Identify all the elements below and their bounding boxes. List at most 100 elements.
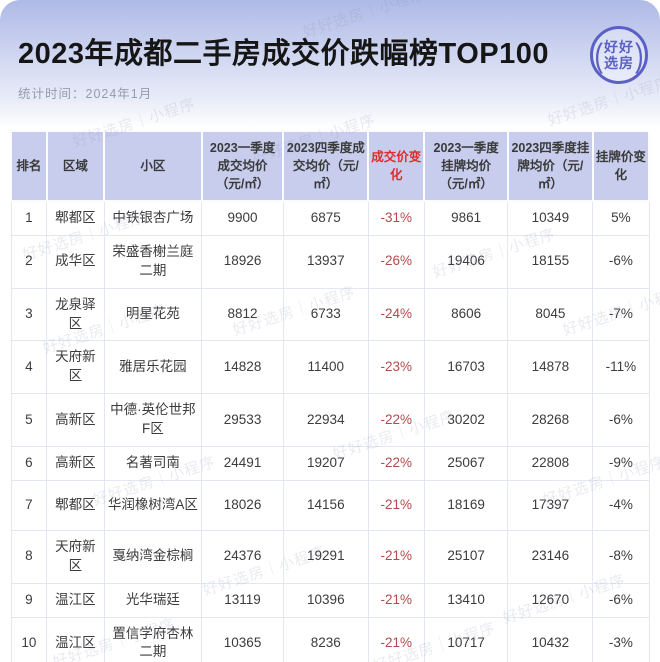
listing-price-change-cell: -3%: [592, 616, 650, 662]
column-header-q1-listing-price: 2023一季度挂牌均价（元/㎡）: [423, 130, 509, 202]
q4-deal-price-cell: 8236: [282, 616, 369, 662]
header-banner: 2023年成都二手房成交价跌幅榜TOP100 统计时间：2024年1月 ( 好好…: [0, 0, 660, 128]
rank-cell: 6: [10, 446, 48, 481]
rank-cell: 5: [10, 393, 48, 448]
table-row-4: 4 天府新区 雅居乐花园 14828 11400 -23% 16703 14878 -11%: [10, 340, 650, 395]
community-cell: 中铁银杏广场: [103, 200, 203, 236]
table-row-8: 8 天府新区 戛纳湾金棕榈 24376 19291 -21% 25107 23146 -8%: [10, 529, 650, 584]
page-title: 2023年成都二手房成交价跌幅榜TOP100: [18, 38, 549, 70]
q4-deal-price-cell: 6875: [282, 200, 369, 236]
deal-price-change-cell: -22%: [367, 446, 425, 481]
rank-cell: 3: [10, 287, 48, 342]
q1-deal-price-cell: 24491: [201, 446, 284, 481]
district-cell: 天府新区: [46, 529, 105, 584]
q4-listing-price-cell: 23146: [507, 529, 594, 584]
listing-price-change-cell: -6%: [592, 393, 650, 448]
q4-listing-price-cell: 12670: [507, 582, 594, 618]
district-cell: 郫都区: [46, 479, 105, 531]
table-row-5: 5 高新区 中德·英伦世邦F区 29533 22934 -22% 30202 28268 -6%: [10, 393, 650, 448]
deal-price-change-cell: -21%: [367, 479, 425, 531]
listing-price-change-cell: -8%: [592, 529, 650, 584]
q4-deal-price-cell: 19207: [282, 446, 369, 481]
deal-price-change-cell: -21%: [367, 616, 425, 662]
q1-deal-price-cell: 13119: [201, 582, 284, 618]
q4-deal-price-cell: 22934: [282, 393, 369, 448]
logo-right-paren-icon: ): [635, 35, 644, 75]
q4-deal-price-cell: 6733: [282, 287, 369, 342]
table-row-7: 7 郫都区 华润橡树湾A区 18026 14156 -21% 18169 17397 -4%: [10, 479, 650, 531]
brand-logo: ( 好好 选房 ): [590, 26, 648, 84]
deal-price-change-cell: -31%: [367, 200, 425, 236]
q1-listing-price-cell: 9861: [423, 200, 509, 236]
table-header: 排名 区域 小区 2023一季度成交均价（元/㎡） 2023四季度成交均价（元/㎡） 成交…: [10, 130, 651, 202]
district-cell: 郫都区: [46, 200, 105, 236]
table-row-9: 9 温江区 光华瑞廷 13119 10396 -21% 13410 12670 -6%: [10, 582, 650, 618]
q1-listing-price-cell: 10717: [423, 616, 509, 662]
q4-listing-price-cell: 28268: [507, 393, 594, 448]
column-header-rank: 排名: [10, 130, 48, 202]
district-cell: 天府新区: [46, 340, 105, 395]
community-cell: 中德·英伦世邦F区: [103, 393, 203, 448]
table-row-10: 10 温江区 置信学府杏林二期 10365 8236 -21% 10717 10432 -3%: [10, 616, 650, 662]
table-header-row: 排名 区域 小区 2023一季度成交均价（元/㎡） 2023四季度成交均价（元/㎡） 成交…: [10, 130, 651, 202]
q4-listing-price-cell: 10349: [507, 200, 594, 236]
community-cell: 明星花苑: [103, 287, 203, 342]
listing-price-change-cell: -6%: [592, 582, 650, 618]
community-cell: 华润橡树湾A区: [103, 479, 203, 531]
rank-cell: 8: [10, 529, 48, 584]
district-cell: 成华区: [46, 234, 105, 289]
stat-time-label: 统计时间：2024年1月: [18, 87, 153, 101]
q1-listing-price-cell: 16703: [423, 340, 509, 395]
q4-deal-price-cell: 14156: [282, 479, 369, 531]
logo-line2: 选房: [604, 55, 634, 71]
table-body: 1 郫都区 中铁银杏广场 9900 6875 -31% 9861 10349 5% 2 成华区 荣盛香…: [10, 200, 650, 662]
q1-listing-price-cell: 25067: [423, 446, 509, 481]
district-cell: 温江区: [46, 616, 105, 662]
q1-listing-price-cell: 18169: [423, 479, 509, 531]
q4-listing-price-cell: 18155: [507, 234, 594, 289]
community-cell: 光华瑞廷: [103, 582, 203, 618]
q1-listing-price-cell: 25107: [423, 529, 509, 584]
column-header-district: 区域: [45, 130, 106, 202]
q4-deal-price-cell: 11400: [282, 340, 369, 395]
q1-listing-price-cell: 8606: [423, 287, 509, 342]
q1-deal-price-cell: 29533: [201, 393, 284, 448]
column-header-q1-deal-price: 2023一季度成交均价（元/㎡）: [200, 130, 285, 202]
column-header-deal-price-change: 成交价变化: [367, 130, 426, 202]
rank-cell: 4: [10, 340, 48, 395]
ranking-table: 排名 区域 小区 2023一季度成交均价（元/㎡） 2023四季度成交均价（元/㎡） 成交…: [10, 130, 651, 662]
q4-deal-price-cell: 19291: [282, 529, 369, 584]
district-cell: 温江区: [46, 582, 105, 618]
q1-deal-price-cell: 9900: [201, 200, 284, 236]
listing-price-change-cell: -7%: [592, 287, 650, 342]
logo-text: 好好 选房: [604, 39, 634, 71]
community-cell: 荣盛香榭兰庭二期: [103, 234, 203, 289]
deal-price-change-cell: -22%: [367, 393, 425, 448]
listing-price-change-cell: -9%: [592, 446, 650, 481]
table-row-6: 6 高新区 名著司南 24491 19207 -22% 25067 22808 -9%: [10, 446, 650, 481]
q4-listing-price-cell: 17397: [507, 479, 594, 531]
column-header-q4-deal-price: 2023四季度成交均价（元/㎡）: [282, 130, 370, 202]
table-row-3: 3 龙泉驿区 明星花苑 8812 6733 -24% 8606 8045 -7%: [10, 287, 650, 342]
listing-price-change-cell: 5%: [592, 200, 650, 236]
logo-line1: 好好: [604, 38, 634, 55]
community-cell: 名著司南: [103, 446, 203, 481]
deal-price-change-cell: -26%: [367, 234, 425, 289]
q1-deal-price-cell: 14828: [201, 340, 284, 395]
rank-cell: 2: [10, 234, 48, 289]
listing-price-change-cell: -11%: [592, 340, 650, 395]
rank-cell: 1: [10, 200, 48, 236]
rank-cell: 9: [10, 582, 48, 618]
q1-deal-price-cell: 18926: [201, 234, 284, 289]
column-header-community: 小区: [103, 130, 203, 202]
q4-listing-price-cell: 10432: [507, 616, 594, 662]
q1-listing-price-cell: 30202: [423, 393, 509, 448]
q4-deal-price-cell: 10396: [282, 582, 369, 618]
q4-listing-price-cell: 8045: [507, 287, 594, 342]
community-cell: 置信学府杏林二期: [103, 616, 203, 662]
deal-price-change-cell: -24%: [367, 287, 425, 342]
deal-price-change-cell: -21%: [367, 529, 425, 584]
column-header-q4-listing-price: 2023四季度挂牌均价（元/㎡）: [506, 130, 594, 202]
q1-listing-price-cell: 13410: [423, 582, 509, 618]
